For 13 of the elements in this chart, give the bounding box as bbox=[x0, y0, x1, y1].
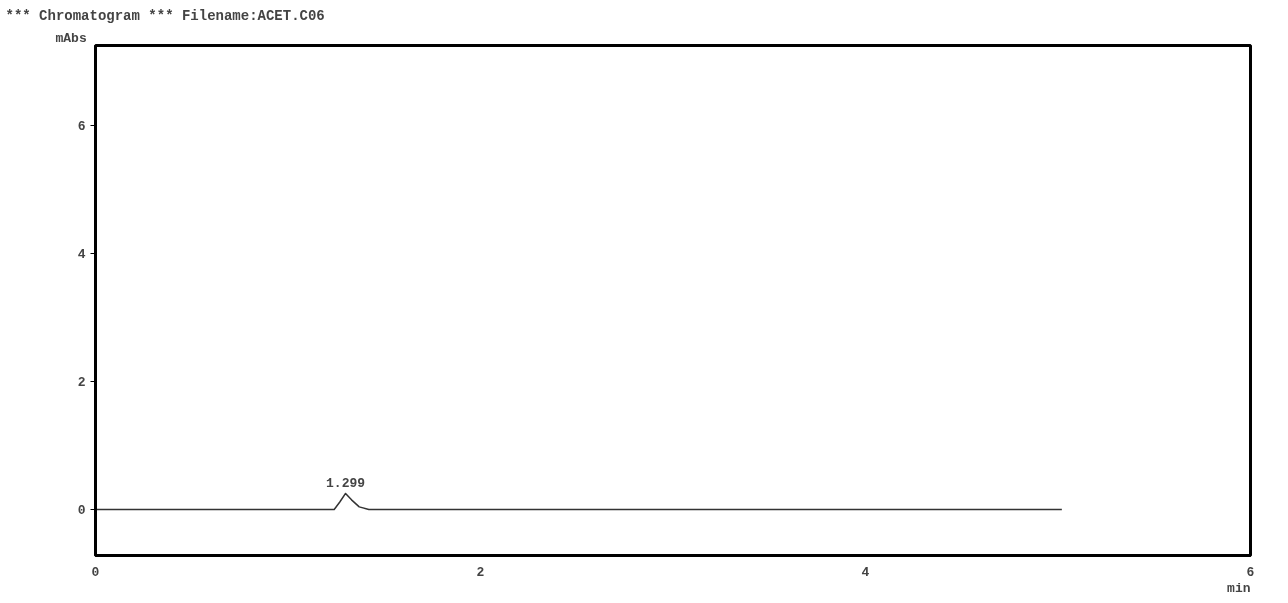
x-tick-label: 2 bbox=[476, 564, 485, 580]
line-series bbox=[95, 492, 1063, 511]
annotation: 1.299 bbox=[326, 476, 366, 492]
x-tick-label: 0 bbox=[91, 564, 100, 580]
y-axis-title: mAbs bbox=[55, 30, 87, 46]
x-axis-title: min bbox=[1227, 580, 1251, 596]
x-tick-label: 4 bbox=[861, 564, 870, 580]
y-tick-label: 6 bbox=[77, 118, 86, 134]
x-tick-label: 6 bbox=[1246, 564, 1255, 580]
chart-title: *** Chromatogram *** Filename:ACET.C06 bbox=[5, 7, 325, 24]
y-tick-label: 4 bbox=[77, 246, 86, 262]
y-tick-label: 0 bbox=[77, 502, 86, 518]
y-tick-label: 2 bbox=[77, 374, 86, 390]
